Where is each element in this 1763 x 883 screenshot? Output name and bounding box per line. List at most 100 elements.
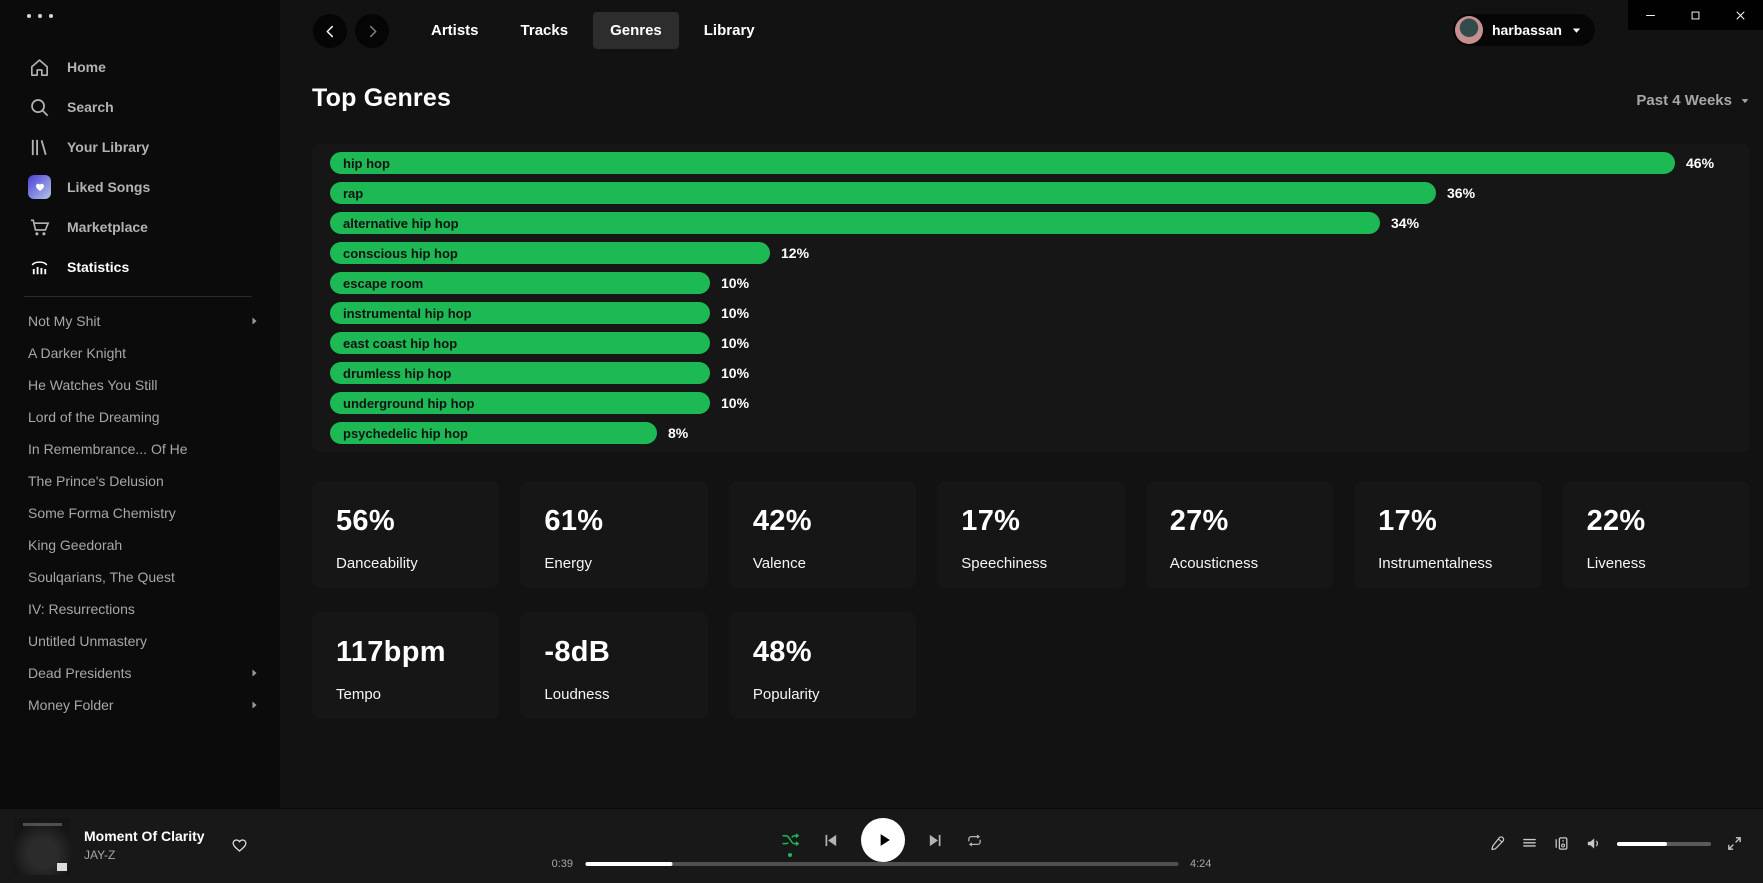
previous-button[interactable] bbox=[822, 832, 839, 849]
sidebar: Home Search Your Library Liked Songs Marketp… bbox=[0, 0, 280, 808]
genre-bar-row: escape room 10% bbox=[330, 272, 1750, 294]
genre-bar-row: conscious hip hop 12% bbox=[330, 242, 1750, 264]
playlist-item-dead-presidents[interactable]: Dead Presidents bbox=[28, 657, 260, 689]
forward-button[interactable] bbox=[355, 14, 389, 48]
window-controls bbox=[1628, 0, 1763, 30]
stat-value: 22% bbox=[1586, 505, 1646, 537]
next-button[interactable] bbox=[927, 832, 944, 849]
lyrics-button[interactable] bbox=[1489, 835, 1506, 852]
stat-card-speechiness: 17% Speechiness bbox=[937, 481, 1125, 588]
volume-icon[interactable] bbox=[1585, 835, 1602, 852]
progress-fill bbox=[585, 862, 673, 866]
minimize-button[interactable] bbox=[1628, 0, 1673, 30]
sidebar-item-marketplace[interactable]: Marketplace bbox=[28, 207, 270, 247]
stat-card-instrumentalness: 17% Instrumentalness bbox=[1354, 481, 1542, 588]
time-range-selector[interactable]: Past 4 Weeks bbox=[1636, 92, 1750, 109]
playlist-item-not-my-shit[interactable]: Not My Shit bbox=[28, 305, 260, 337]
main-content: Artists Tracks Genres Library harbassan Top… bbox=[280, 0, 1763, 808]
genre-bar-label: east coast hip hop bbox=[343, 335, 458, 351]
sidebar-item-label: Marketplace bbox=[67, 219, 148, 235]
genre-bar-value: 10% bbox=[721, 305, 750, 321]
playlist-item-lord-of-the-dreaming[interactable]: Lord of the Dreaming bbox=[28, 401, 260, 433]
genre-bar: east coast hip hop bbox=[330, 332, 710, 354]
playlist-item-iv-resurrections[interactable]: IV: Resurrections bbox=[28, 593, 260, 625]
stat-label: Acousticness bbox=[1169, 555, 1259, 572]
playlist-item-some-forma-chemistry[interactable]: Some Forma Chemistry bbox=[28, 497, 260, 529]
avatar bbox=[1454, 16, 1483, 44]
tab-genres[interactable]: Genres bbox=[593, 12, 679, 49]
stat-value: 117bpm bbox=[336, 636, 446, 668]
sidebar-nav: Home Search Your Library Liked Songs Marketp… bbox=[28, 47, 270, 287]
fullscreen-button[interactable] bbox=[1726, 835, 1743, 852]
playlist-item-the-prince-s-delusion[interactable]: The Prince's Delusion bbox=[28, 465, 260, 497]
stats-tabs: Artists Tracks Genres Library bbox=[414, 12, 772, 49]
repeat-button[interactable] bbox=[966, 832, 983, 849]
playlist-item-in-remembrance-of-he[interactable]: In Remembrance... Of He bbox=[28, 433, 260, 465]
library-icon bbox=[28, 136, 51, 159]
page-title: Top Genres bbox=[312, 84, 452, 112]
sidebar-item-your-library[interactable]: Your Library bbox=[28, 127, 270, 167]
playlist-label: He Watches You Still bbox=[28, 377, 158, 393]
playlist-item-soulqarians-the-quest[interactable]: Soulqarians, The Quest bbox=[28, 561, 260, 593]
stat-card-popularity: 48% Popularity bbox=[728, 612, 917, 719]
shuffle-button[interactable] bbox=[781, 831, 800, 850]
genre-bar: drumless hip hop bbox=[330, 362, 710, 384]
playlist-item-a-darker-knight[interactable]: A Darker Knight bbox=[28, 337, 260, 369]
playlist-item-untitled-unmastery[interactable]: Untitled Unmastery bbox=[28, 625, 260, 657]
stat-card-acousticness: 27% Acousticness bbox=[1145, 481, 1334, 588]
stat-card-energy: 61% Energy bbox=[520, 481, 708, 588]
sidebar-item-statistics[interactable]: Statistics bbox=[28, 247, 270, 287]
tab-artists[interactable]: Artists bbox=[414, 12, 496, 49]
genre-bar: conscious hip hop bbox=[330, 242, 770, 264]
stat-label: Liveness bbox=[1586, 555, 1646, 572]
time-range-label: Past 4 Weeks bbox=[1636, 92, 1732, 109]
album-art[interactable] bbox=[14, 818, 71, 875]
back-button[interactable] bbox=[313, 14, 347, 48]
playlist-item-money-folder[interactable]: Money Folder bbox=[28, 689, 260, 721]
genre-bar-row: instrumental hip hop 10% bbox=[330, 302, 1750, 324]
playlist-item-he-watches-you-still[interactable]: He Watches You Still bbox=[28, 369, 260, 401]
genre-bar-row: underground hip hop 10% bbox=[330, 392, 1750, 414]
like-track-button[interactable] bbox=[230, 836, 249, 855]
minimize-icon bbox=[1643, 8, 1658, 23]
now-playing-title[interactable]: Moment Of Clarity bbox=[84, 828, 205, 844]
close-button[interactable] bbox=[1718, 0, 1763, 30]
stat-label: Speechiness bbox=[961, 555, 1048, 572]
tab-library[interactable]: Library bbox=[687, 12, 772, 49]
tab-tracks[interactable]: Tracks bbox=[504, 12, 586, 49]
chevron-right-icon bbox=[248, 667, 260, 679]
stat-value: 56% bbox=[336, 505, 395, 537]
tab-label: Library bbox=[703, 22, 755, 39]
maximize-button[interactable] bbox=[1673, 0, 1718, 30]
sidebar-item-label: Your Library bbox=[67, 139, 150, 155]
marketplace-icon bbox=[28, 216, 51, 239]
volume-slider[interactable] bbox=[1617, 841, 1711, 846]
genre-bar: instrumental hip hop bbox=[330, 302, 710, 324]
play-button[interactable] bbox=[860, 818, 905, 862]
now-playing-artist[interactable]: JAY-Z bbox=[84, 848, 116, 862]
connect-device-button[interactable] bbox=[1553, 835, 1570, 852]
stat-label: Valence bbox=[752, 555, 806, 572]
playlist-label: The Prince's Delusion bbox=[28, 473, 164, 489]
playlist-item-king-geedorah[interactable]: King Geedorah bbox=[28, 529, 260, 561]
sidebar-item-home[interactable]: Home bbox=[28, 47, 270, 87]
user-menu[interactable]: harbassan bbox=[1452, 14, 1595, 46]
back-icon bbox=[322, 23, 339, 40]
player-right-controls bbox=[1489, 835, 1743, 852]
app-menu-icon[interactable] bbox=[27, 14, 53, 18]
sidebar-item-liked-songs[interactable]: Liked Songs bbox=[28, 167, 270, 207]
genre-bar-row: psychedelic hip hop 8% bbox=[330, 422, 1750, 444]
sidebar-item-search[interactable]: Search bbox=[28, 87, 270, 127]
progress-bar[interactable] bbox=[585, 862, 1178, 866]
genre-bar: rap bbox=[330, 182, 1436, 204]
statistics-icon bbox=[28, 256, 51, 279]
genre-bar: psychedelic hip hop bbox=[330, 422, 657, 444]
play-icon bbox=[874, 830, 894, 850]
playlist-label: Dead Presidents bbox=[28, 665, 132, 681]
chevron-right-icon bbox=[248, 699, 260, 711]
queue-button[interactable] bbox=[1521, 835, 1538, 852]
tab-label: Tracks bbox=[520, 22, 569, 39]
genre-bar-row: east coast hip hop 10% bbox=[330, 332, 1750, 354]
playlist-label: King Geedorah bbox=[28, 537, 123, 553]
sidebar-item-label: Statistics bbox=[67, 259, 130, 275]
